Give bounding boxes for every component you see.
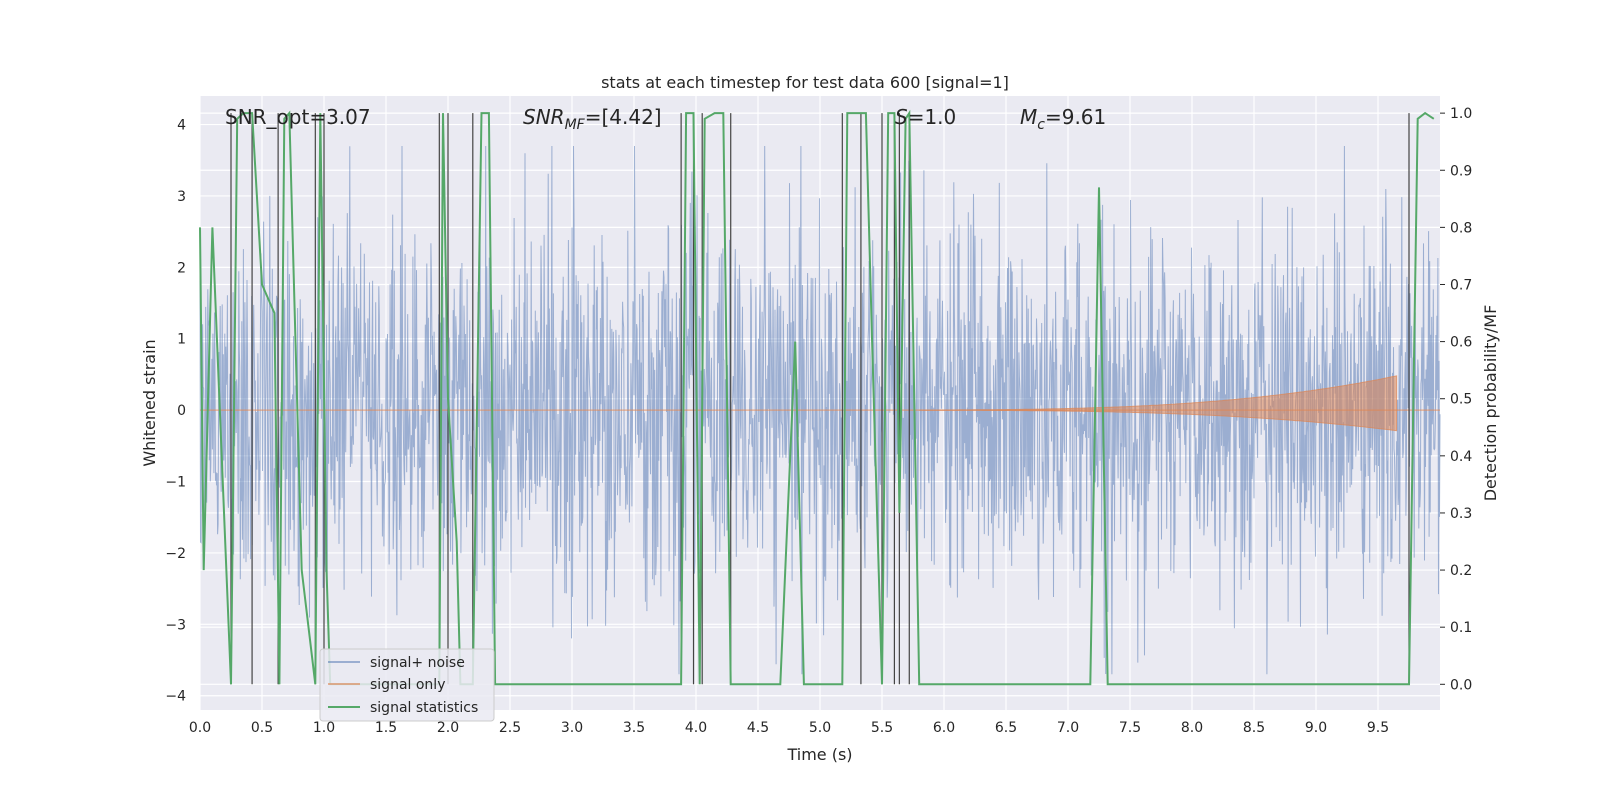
series-signal-only <box>200 375 1440 432</box>
y-right-tick-label: 0.4 <box>1450 449 1472 465</box>
x-tick-label: 2.0 <box>437 720 459 736</box>
legend-label-signal-only: signal only <box>370 677 445 693</box>
y-right-tick-label: 0.2 <box>1450 563 1472 579</box>
y-left-tick-label: 4 <box>177 118 186 134</box>
legend-label-signal-statistics: signal statistics <box>370 700 478 716</box>
y-left-tick-label: −2 <box>165 546 186 562</box>
x-tick-label: 2.5 <box>499 720 521 736</box>
y-right-tick-label: 0.1 <box>1450 620 1472 636</box>
x-tick-label: 3.5 <box>623 720 645 736</box>
x-tick-label: 4.5 <box>747 720 769 736</box>
y-right-tick-label: 0.5 <box>1450 392 1472 408</box>
annotation-mc: Mc=9.61 <box>1020 105 1106 133</box>
signal-statistics-line <box>199 109 1435 686</box>
x-tick-label: 6.0 <box>933 720 955 736</box>
x-tick-label: 4.0 <box>685 720 707 736</box>
y-right-tick-label: 0.8 <box>1450 220 1472 236</box>
y-left-tick-label: 1 <box>177 332 186 348</box>
x-tick-label: 1.0 <box>313 720 335 736</box>
chart-title: stats at each timestep for test data 600… <box>601 73 1009 92</box>
x-tick-label: 8.0 <box>1181 720 1203 736</box>
y-right-tick-label: 0.9 <box>1450 163 1472 179</box>
x-tick-label: 8.5 <box>1243 720 1265 736</box>
x-tick-label: 5.5 <box>871 720 893 736</box>
x-ticks: 0.0 0.5 1.0 1.5 2.0 2.5 3.0 3.5 4.0 4.5 5.0 5.5 6.0 6… <box>189 720 1389 736</box>
x-tick-label: 7.5 <box>1119 720 1141 736</box>
series-signal-statistics <box>199 109 1435 686</box>
x-tick-label: 7.0 <box>1057 720 1079 736</box>
x-tick-label: 0.5 <box>251 720 273 736</box>
series-signal-noise <box>199 145 1441 675</box>
y-left-tick-label: 3 <box>177 189 186 205</box>
legend-label-signal-noise: signal+ noise <box>370 655 465 671</box>
y-right-tick-label: 0.0 <box>1450 677 1472 693</box>
y-left-tick-label: 2 <box>177 260 186 276</box>
y-right-axis-label: Detection probability/MF <box>1481 305 1500 502</box>
annotation-snr-mf: SNRMF=[4.42] <box>523 105 662 133</box>
y-left-axis-label: Whitened strain <box>140 339 159 466</box>
x-tick-label: 5.0 <box>809 720 831 736</box>
x-axis-label: Time (s) <box>786 745 852 764</box>
x-tick-label: 3.0 <box>561 720 583 736</box>
threshold-lines <box>230 113 1410 685</box>
annotation-snr-opt: SNR_opt=3.07 <box>225 105 371 129</box>
y-right-tick-label: 0.6 <box>1450 335 1472 351</box>
signal-only-chirp <box>919 375 1398 432</box>
x-tick-label: 9.5 <box>1367 720 1389 736</box>
x-tick-label: 6.5 <box>995 720 1017 736</box>
y-left-tick-label: −3 <box>165 617 186 633</box>
legend-box <box>319 648 495 722</box>
signal-noise-line <box>199 145 1441 675</box>
y-left-tick-label: 0 <box>177 403 186 419</box>
y-left-ticks: 4 3 2 1 0 −1 −2 −3 −4 <box>165 118 186 705</box>
y-right-tick-label: 0.7 <box>1450 277 1472 293</box>
y-right-tick-label: 1.0 <box>1450 106 1472 122</box>
x-tick-label: 0.0 <box>189 720 211 736</box>
x-tick-label: 9.0 <box>1305 720 1327 736</box>
legend: signal+ noise signal only signal statist… <box>319 648 495 722</box>
annotation-s: S=1.0 <box>895 105 956 129</box>
y-left-tick-label: −1 <box>165 475 186 491</box>
y-left-tick-label: −4 <box>165 689 186 705</box>
y-right-tick-label: 0.3 <box>1450 506 1472 522</box>
y-right-ticks: 1.0 0.9 0.8 0.7 0.6 0.5 0.4 0.3 0.2 0.1 0.0 <box>1440 106 1472 693</box>
x-tick-label: 1.5 <box>375 720 397 736</box>
